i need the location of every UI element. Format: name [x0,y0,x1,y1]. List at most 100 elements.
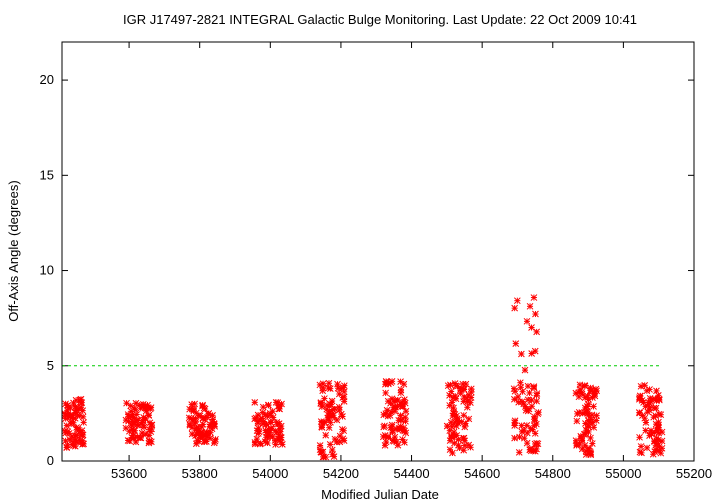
data-point [392,403,400,411]
y-tick-label: 20 [40,72,54,87]
data-point [533,328,540,336]
data-point [254,411,262,419]
data-point [585,445,593,452]
data-point [443,422,451,430]
data-point [642,402,649,410]
y-tick-label: 10 [40,263,54,278]
x-tick-label: 55200 [676,466,712,481]
data-point [532,310,539,318]
data-point [533,397,540,405]
data-point [384,412,392,420]
data-point [446,437,454,444]
data-point [645,398,652,406]
x-tick-label: 54800 [535,466,571,481]
data-point [448,399,456,406]
plot-frame [61,41,695,462]
data-point [200,404,208,412]
data-point [642,419,650,426]
y-tick-label: 0 [47,453,54,468]
data-point [636,448,644,456]
data-point [467,385,475,393]
data-point [381,442,389,449]
data-point [321,419,329,426]
data-point [402,417,409,425]
data-point [588,440,596,447]
data-point [340,437,348,444]
data-point [511,387,519,395]
data-point [317,399,325,406]
data-point [518,350,525,358]
data-point [578,445,586,453]
data-point [318,424,326,431]
data-point [523,317,531,325]
data-point [582,407,590,415]
data-point [326,385,334,392]
data-point [196,412,204,420]
data-point [276,405,283,413]
data-point [63,444,71,451]
data-point [326,441,334,448]
data-point [272,441,279,448]
data-point [531,347,539,355]
data-point [444,382,452,390]
data-point [528,324,535,331]
data-point [530,447,537,454]
data-point [465,391,473,399]
data-point [517,383,525,391]
data-point [337,410,345,418]
data-point [449,449,456,457]
data-point [573,442,580,449]
data-point [334,384,342,392]
data-point [456,444,463,452]
data-point [141,415,149,423]
data-point [134,417,142,424]
data-point [329,406,337,413]
data-point [522,403,529,410]
data-point [448,433,455,440]
data-point [79,437,86,444]
data-point [581,382,589,390]
data-point [340,382,348,390]
data-point [582,430,589,438]
data-point [511,434,518,442]
data-point [650,413,658,421]
data-point [530,383,538,390]
data-point [467,443,474,451]
data-point [251,399,259,406]
data-point [136,434,144,442]
data-point [515,448,523,456]
x-tick-label: 54600 [464,466,500,481]
data-point [526,302,534,310]
y-axis-ticks: 0 5 10 15 20 [40,72,694,468]
data-point [636,433,643,441]
data-point [335,403,343,411]
data-point [402,407,410,415]
data-point [263,429,270,436]
data-point [329,450,336,458]
data-point [575,408,583,416]
data-point [333,416,341,424]
data-point [64,402,72,409]
data-point [265,401,272,409]
data-point [202,429,210,437]
data-point [382,380,389,388]
data-points [61,294,666,461]
x-tick-label: 54200 [323,466,359,481]
x-axis-ticks: 53600 53800 54000 54200 54400 54600 54800 55000… [111,42,712,481]
data-point [643,444,651,452]
data-point [210,439,218,447]
data-point [514,393,522,401]
data-point [203,433,211,441]
data-point [641,382,649,389]
data-point [584,392,591,400]
data-point [210,420,218,427]
data-point [638,397,646,404]
data-point [199,421,207,428]
data-point [657,411,665,419]
data-point [62,437,69,445]
data-point [460,434,468,442]
data-point [323,405,331,413]
data-point [465,415,473,423]
data-point [635,409,643,416]
data-point [188,424,196,431]
